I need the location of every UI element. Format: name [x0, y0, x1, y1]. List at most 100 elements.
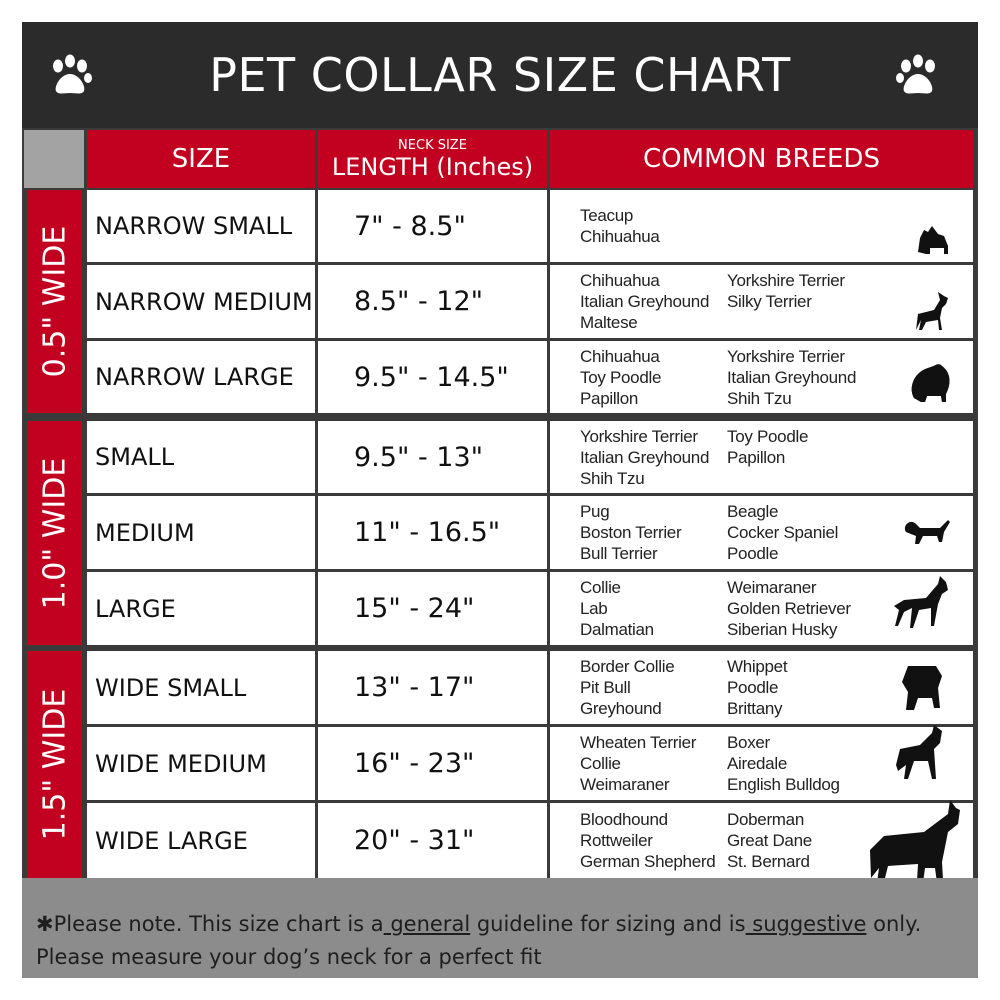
- header-length-small: NECK SIZE: [398, 137, 467, 153]
- corner-cell: [24, 130, 84, 188]
- bulldog-silhouette-icon: [902, 666, 942, 710]
- breeds-col-1: Collie Lab Dalmatian: [580, 577, 654, 640]
- breed: Shih Tzu: [727, 388, 792, 408]
- row-breeds: [550, 341, 973, 413]
- breed: Border Collie: [580, 657, 675, 676]
- breeds-col-2: Whippet Poodle Brittany: [727, 656, 788, 719]
- breed: Chihuahua: [580, 271, 660, 290]
- breeds-col-2: Toy Poodle Papillon: [727, 426, 808, 468]
- row-length: 7" - 8.5": [318, 190, 547, 262]
- breeds-col-2: Beagle Cocker Spaniel Poodle: [727, 501, 838, 564]
- breed: Silky Terrier: [727, 292, 812, 311]
- breed: Whippet: [727, 657, 788, 676]
- shepherd-silhouette-icon: [894, 576, 948, 628]
- header-length: NECK SIZE LENGTH (Inches): [318, 130, 547, 188]
- breeds-col-2: Boxer Airedale English Bulldog: [727, 732, 840, 795]
- breed: Wheaten Terrier: [580, 733, 697, 752]
- chihuahua-silhouette-icon: [916, 292, 948, 330]
- width-group-label: 1.0" WIDE: [27, 421, 82, 645]
- breed: St. Bernard: [727, 852, 810, 871]
- breed: Boston Terrier: [580, 523, 682, 542]
- breed: Beagle: [727, 502, 779, 521]
- breed: Teacup: [580, 206, 634, 225]
- breed: Greyhound: [580, 699, 662, 718]
- breed: Boxer: [727, 733, 770, 752]
- breeds-col-1: Pug Boston Terrier Bull Terrier: [580, 501, 682, 564]
- width-group-label: 0.5" WIDE: [27, 190, 82, 413]
- row-size: NARROW LARGE: [87, 341, 315, 413]
- breed: Papillon: [580, 388, 639, 408]
- doberman-silhouette-icon: [870, 800, 960, 898]
- pitbull-silhouette-icon: [896, 725, 942, 779]
- header-breeds-label: COMMON BREEDS: [643, 144, 880, 174]
- row-breeds: [550, 651, 973, 724]
- breeds-col-1: Teacup Chihuahua: [580, 205, 660, 247]
- row-length: 9.5" - 14.5": [318, 341, 547, 413]
- row-size: NARROW SMALL: [87, 190, 315, 262]
- breed: Cocker Spaniel: [727, 523, 839, 542]
- breeds-col-2: Doberman Great Dane St. Bernard: [727, 809, 812, 872]
- breed: Yorkshire Terrier: [727, 346, 845, 366]
- row-length: 11" - 16.5": [318, 496, 547, 569]
- breeds-col-1: Chihuahua Toy Poodle Papillon: [580, 346, 661, 409]
- breed: English Bulldog: [727, 775, 840, 794]
- breed: Rottweiler: [580, 831, 653, 850]
- header-size: SIZE: [87, 130, 315, 188]
- page-title: PET COLLAR SIZE CHART: [209, 48, 791, 102]
- breeds-col-1: Border Collie Pit Bull Greyhound: [580, 656, 675, 719]
- row-size: WIDE SMALL: [87, 651, 315, 724]
- row-size: LARGE: [87, 572, 315, 645]
- row-breeds: [550, 190, 973, 262]
- paw-icon: [53, 54, 92, 94]
- header-size-label: SIZE: [171, 144, 231, 174]
- footer-note: ✱Please note. This size chart is a gener…: [22, 878, 978, 978]
- breed: Brittany: [727, 699, 783, 718]
- breeds-col-2: Yorkshire Terrier Silky Terrier: [727, 270, 845, 312]
- breeds-col-2: Weimaraner Golden Retriever Siberian Husky: [727, 577, 851, 640]
- width-group-label: 1.5" WIDE: [27, 651, 82, 878]
- breed: Pug: [580, 502, 610, 521]
- breed: Bull Terrier: [580, 544, 658, 563]
- breed: Great Dane: [727, 831, 812, 850]
- row-length: 13" - 17": [318, 651, 547, 724]
- breed: Toy Poodle: [727, 426, 809, 446]
- breed: Poodle: [727, 678, 779, 697]
- yorkie-silhouette-icon: [918, 226, 948, 254]
- breed: Yorkshire Terrier: [580, 426, 698, 446]
- header-length-label: LENGTH (Inches): [331, 152, 534, 181]
- breeds-col-1: Chihuahua Italian Greyhound Maltese: [580, 270, 709, 333]
- breed: Lab: [580, 599, 608, 618]
- row-size: NARROW MEDIUM: [87, 265, 315, 338]
- row-breeds: [550, 421, 973, 493]
- footer-line-1: ✱Please note. This size chart is a gener…: [36, 912, 922, 936]
- row-size: SMALL: [87, 421, 315, 493]
- row-breeds: [550, 496, 973, 569]
- breed: Airedale: [727, 754, 787, 773]
- breed: Chihuahua: [580, 227, 660, 246]
- breed: Chihuahua: [580, 346, 660, 366]
- breed: Bloodhound: [580, 810, 668, 829]
- breed: Papillon: [727, 447, 786, 467]
- breeds-col-1: Wheaten Terrier Collie Weimaraner: [580, 732, 696, 795]
- row-length: 15" - 24": [318, 572, 547, 645]
- breed: Doberman: [727, 810, 804, 829]
- breeds-col-2: Yorkshire Terrier Italian Greyhound Shih T…: [727, 346, 856, 409]
- breed: Toy Poodle: [580, 367, 662, 387]
- breed: Weimaraner: [727, 578, 817, 597]
- dachshund-silhouette-icon: [904, 520, 950, 544]
- breed: Poodle: [727, 544, 779, 563]
- row-length: 9.5" - 13": [318, 421, 547, 493]
- paw-icon: [896, 54, 935, 94]
- breed: Dalmatian: [580, 620, 654, 639]
- row-length: 16" - 23": [318, 727, 547, 800]
- breed: Weimaraner: [580, 775, 670, 794]
- row-breeds: [550, 265, 973, 338]
- breed: Yorkshire Terrier: [727, 271, 845, 290]
- row-size: MEDIUM: [87, 496, 315, 569]
- breed: Italian Greyhound: [727, 367, 857, 387]
- breed: Collie: [580, 754, 621, 773]
- footer-line-2: Please measure your dog’s neck for a per…: [36, 945, 542, 969]
- breed: Italian Greyhound: [580, 292, 710, 311]
- row-size: WIDE MEDIUM: [87, 727, 315, 800]
- breeds-col-1: Yorkshire Terrier Italian Greyhound Shih T…: [580, 426, 709, 489]
